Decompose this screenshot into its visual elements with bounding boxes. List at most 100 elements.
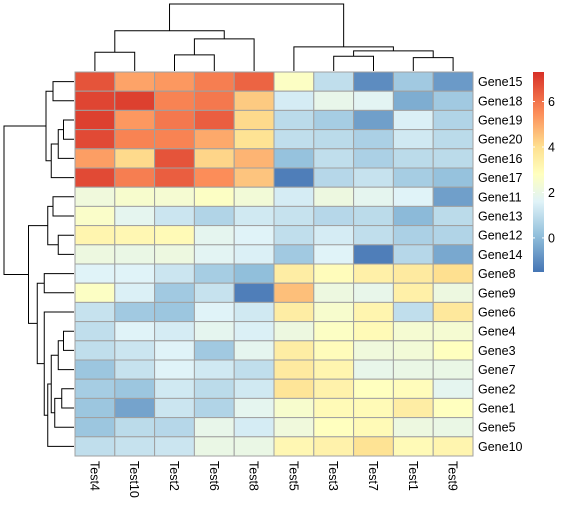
heatmap-cell-gene9-test6 <box>193 282 235 303</box>
heatmap-cell-gene20-test8 <box>233 129 275 150</box>
heatmap-cell-gene20-test6 <box>193 129 235 150</box>
heatmap-cell-gene12-test6 <box>193 225 235 246</box>
heatmap-cell-gene8-test3 <box>313 263 355 284</box>
heatmap-cell-gene9-test9 <box>432 282 474 303</box>
heatmap-cell-gene10-test3 <box>313 436 355 457</box>
column-label-test6: Test6 <box>207 461 221 491</box>
row-dendrogram <box>3 81 74 447</box>
heatmap-cell-gene11-test3 <box>313 186 355 207</box>
row-label-gene5: Gene5 <box>478 421 516 435</box>
heatmap-cell-gene17-test4 <box>74 167 116 188</box>
heatmap-cell-gene18-test9 <box>432 90 474 111</box>
row-dendrogram-branch-0 <box>52 81 74 102</box>
heatmap-cell-gene16-test2 <box>154 148 195 169</box>
heatmap-cell-gene1-test8 <box>233 397 275 419</box>
heatmap-cell-gene19-test3 <box>313 109 355 131</box>
heatmap-cell-gene1-test5 <box>273 397 315 419</box>
heatmap-cell-gene2-test4 <box>74 378 116 399</box>
heatmap-cell-gene5-test3 <box>313 417 355 438</box>
row-labels: Gene15 Gene18 Gene19 Gene20 Gene16 Gene17 Gene… <box>478 75 523 454</box>
heatmap-cell-gene8-test5 <box>273 263 315 284</box>
heatmap-cell-gene5-test1 <box>392 417 434 438</box>
heatmap-cell-gene10-test8 <box>233 436 275 457</box>
heatmap-cell-gene13-test10 <box>114 205 156 227</box>
legend-tick-label-2: 2 <box>548 186 555 200</box>
heatmap-cell-gene18-test1 <box>392 90 434 111</box>
heatmap-cell-gene16-test9 <box>432 148 474 169</box>
heatmap-cell-gene6-test1 <box>392 301 434 323</box>
row-label-gene7: Gene7 <box>478 363 516 377</box>
row-dendrogram-branch-6 <box>57 234 74 255</box>
heatmap-cell-gene19-test1 <box>392 109 434 131</box>
column-label-test1: Test1 <box>406 461 420 491</box>
heatmap-cell-gene17-test3 <box>313 167 355 188</box>
heatmap-cell-gene20-test4 <box>74 129 116 150</box>
heatmap-cell-gene14-test5 <box>273 244 315 265</box>
heatmap-cell-gene3-test2 <box>154 340 195 361</box>
heatmap-cell-gene16-test5 <box>273 148 315 169</box>
column-dendrogram-branch-4 <box>333 55 374 71</box>
heatmap-cell-gene12-test3 <box>313 225 355 246</box>
heatmap-cell-gene2-test5 <box>273 378 315 399</box>
heatmap-cell-gene19-test6 <box>193 109 235 131</box>
heatmap-cell-gene17-test5 <box>273 167 315 188</box>
heatmap-cell-gene18-test3 <box>313 90 355 111</box>
heatmap-cell-gene13-test6 <box>193 205 235 227</box>
heatmap-cell-gene1-test2 <box>154 397 195 419</box>
column-label-test7: Test7 <box>366 461 380 491</box>
heatmap-cell-gene15-test2 <box>154 71 195 92</box>
heatmap-cell-gene16-test4 <box>74 148 116 169</box>
column-label-test5: Test5 <box>286 461 300 491</box>
heatmap-cell-gene4-test5 <box>273 321 315 342</box>
heatmap-cell-gene10-test7 <box>353 436 394 457</box>
heatmap-cell-gene18-test10 <box>114 90 156 111</box>
heatmap-cell-gene20-test10 <box>114 129 156 150</box>
row-dendrogram-branch-10 <box>57 340 74 371</box>
heatmap-cell-gene15-test10 <box>114 71 156 92</box>
heatmap-cell-gene7-test8 <box>233 359 275 380</box>
row-label-gene4: Gene4 <box>478 325 516 339</box>
row-label-gene17: Gene17 <box>478 171 523 185</box>
heatmap-cell-gene15-test6 <box>193 71 235 92</box>
heatmap-cell-gene7-test2 <box>154 359 195 380</box>
heatmap-cell-gene13-test7 <box>353 205 394 227</box>
row-label-gene19: Gene19 <box>478 114 523 128</box>
heatmap-cell-gene13-test8 <box>233 205 275 227</box>
heatmap-cell-gene19-test10 <box>114 109 156 131</box>
heatmap-cell-gene19-test2 <box>154 109 195 131</box>
heatmap-cell-gene19-test8 <box>233 109 275 131</box>
heatmap-cell-gene12-test5 <box>273 225 315 246</box>
heatmap-cell-gene12-test7 <box>353 225 394 246</box>
heatmap-cell-gene14-test9 <box>432 244 474 265</box>
heatmap-cell-gene10-test2 <box>154 436 195 457</box>
heatmap-cell-gene18-test6 <box>193 90 235 111</box>
row-label-gene14: Gene14 <box>478 248 523 262</box>
color-legend: 0 2 4 6 <box>533 72 555 272</box>
heatmap-cell-gene15-test1 <box>392 71 434 92</box>
heatmap-cell-gene4-test8 <box>233 321 275 342</box>
row-label-gene6: Gene6 <box>478 306 516 320</box>
heatmap-cell-gene8-test6 <box>193 263 235 284</box>
heatmap-cell-gene3-test6 <box>193 340 235 361</box>
heatmap-cell-gene7-test6 <box>193 359 235 380</box>
heatmap-cell-gene5-test8 <box>233 417 275 438</box>
heatmap-cell-gene1-test3 <box>313 397 355 419</box>
heatmap-cell-gene3-test8 <box>233 340 275 361</box>
heatmap-cell-gene18-test7 <box>353 90 394 111</box>
heatmap-cell-gene11-test10 <box>114 186 156 207</box>
color-legend-ticks: 0 2 4 6 <box>533 95 555 245</box>
legend-tick-label-0: 0 <box>548 231 555 245</box>
heatmap-cell-gene4-test7 <box>353 321 394 342</box>
heatmap-cell-gene5-test5 <box>273 417 315 438</box>
heatmap-cell-gene10-test5 <box>273 436 315 457</box>
heatmap-cell-gene7-test7 <box>353 359 394 380</box>
row-label-gene20: Gene20 <box>478 133 523 147</box>
heatmap-cell-gene9-test10 <box>114 282 156 303</box>
row-dendrogram-branch-8 <box>43 273 74 294</box>
column-labels: Test4 Test10 Test2 Test6 Test8 Test5 Test3 Test… <box>87 461 459 498</box>
row-dendrogram-branch-1 <box>63 119 74 140</box>
row-dendrogram-branch-4 <box>45 90 53 162</box>
heatmap-cell-gene3-test10 <box>114 340 156 361</box>
heatmap-cell-gene15-test3 <box>313 71 355 92</box>
column-label-test8: Test8 <box>247 461 261 491</box>
